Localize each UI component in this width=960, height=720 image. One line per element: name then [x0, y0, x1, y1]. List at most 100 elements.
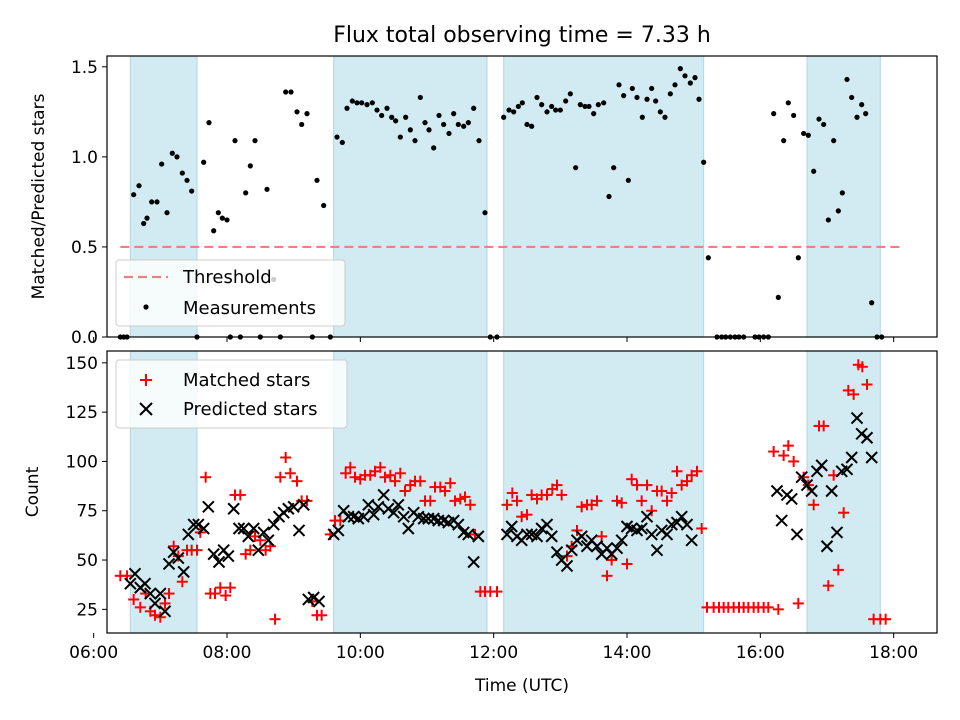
matched-star-point	[551, 479, 563, 491]
matched-star-point	[808, 499, 820, 511]
predicted-star-point	[128, 567, 142, 581]
measurement-point	[154, 199, 160, 205]
matched-star-point	[818, 420, 830, 432]
measurement-point	[696, 96, 702, 102]
measurement-point	[534, 94, 540, 101]
predicted-star-point	[845, 451, 858, 464]
y-tick-label: 25	[76, 600, 98, 620]
predicted-star-point	[237, 522, 250, 535]
predicted-star-point	[197, 522, 210, 535]
y-tick-label: 1.5	[71, 58, 98, 78]
legend-x-marker	[139, 402, 153, 416]
matched-star-point	[234, 489, 246, 501]
measurement-point	[524, 121, 530, 128]
matched-star-point	[696, 522, 708, 534]
axes-frame	[106, 55, 938, 338]
predicted-star-point	[162, 557, 176, 571]
legend-measurements-label: Measurements	[183, 298, 316, 319]
x-tick-label: 12:00	[469, 643, 518, 663]
matched-star-point	[516, 511, 528, 523]
x-axis-label: Time (UTC)	[474, 676, 569, 696]
matched-star-point	[506, 487, 518, 499]
predicted-star-point	[154, 587, 167, 600]
matched-star-point	[880, 613, 892, 625]
matched-star-point	[576, 501, 588, 513]
matched-star-point	[379, 471, 391, 483]
predicted-star-point	[540, 518, 554, 531]
measurement-point	[657, 109, 663, 115]
predicted-star-point	[397, 510, 410, 523]
measurement-point	[821, 121, 827, 128]
measurement-point	[446, 130, 452, 137]
measurement-point	[515, 103, 521, 110]
measurement-point	[519, 100, 525, 106]
measurement-point	[662, 114, 668, 120]
measurement-point	[771, 111, 777, 117]
matched-star-point	[291, 475, 303, 487]
predicted-star-point	[685, 534, 698, 547]
measurement-point	[557, 107, 563, 113]
measurement-point	[141, 220, 147, 227]
predicted-star-point	[207, 547, 220, 561]
matched-star-point	[224, 582, 236, 594]
predicted-star-point	[222, 549, 235, 563]
measurement-point	[189, 188, 195, 194]
predicted-star-point	[615, 534, 628, 547]
matched-star-point	[661, 495, 673, 507]
axes-frame	[106, 350, 938, 634]
measurement-point	[611, 165, 617, 171]
predicted-star-point	[262, 534, 275, 547]
measurement-point	[422, 120, 428, 126]
predicted-star-point	[820, 540, 834, 553]
measurement-point	[211, 228, 217, 234]
measurement-point	[455, 121, 461, 128]
measurement-point	[321, 202, 327, 209]
measurement-point	[412, 138, 418, 144]
matched-star-point	[861, 379, 873, 391]
matched-star-point	[556, 489, 568, 501]
top-legend: Threshold Measurements	[115, 259, 346, 327]
measurement-point	[682, 73, 688, 79]
measurement-point	[672, 82, 678, 88]
matched-star-point	[641, 479, 653, 491]
matched-star-point	[656, 485, 668, 497]
measurement-point	[407, 127, 413, 133]
measurement-point	[863, 111, 869, 117]
predicted-star-point	[640, 510, 654, 523]
measurement-point	[644, 96, 650, 102]
predicted-star-point	[545, 530, 558, 543]
bottom-panel: 25 50 75 100 125 150 06:00 08:00 10:00 12:00 14:00…	[23, 350, 938, 663]
measurement-point	[339, 139, 345, 146]
matched-star-point	[394, 467, 406, 479]
measurement-point	[215, 210, 221, 216]
measurement-point	[629, 85, 635, 92]
measurement-point	[577, 102, 583, 108]
predicted-star-point	[172, 551, 185, 565]
measurement-point	[252, 138, 258, 144]
matched-star-point	[163, 588, 175, 600]
measurement-point	[616, 82, 622, 88]
measurement-point	[465, 120, 471, 126]
measurement-point	[549, 103, 555, 110]
measurement-point	[354, 100, 360, 106]
measurement-point	[179, 170, 185, 176]
predicted-star-point	[500, 528, 514, 541]
predicted-star-point	[675, 510, 688, 523]
measurement-point	[201, 159, 207, 165]
matched-star-point	[782, 440, 794, 452]
measurement-point	[595, 102, 601, 108]
predicted-star-point	[840, 463, 854, 476]
measurement-point	[625, 177, 631, 183]
predicted-star-point	[372, 500, 385, 513]
measurement-point	[159, 161, 165, 167]
measurement-point	[701, 159, 707, 165]
measurement-point	[149, 199, 155, 205]
y-tick-label: 0.0	[71, 328, 98, 348]
measurement-point	[364, 102, 370, 108]
measurement-point	[417, 94, 423, 101]
matched-star-point	[159, 597, 171, 609]
measurement-point	[805, 132, 811, 138]
predicted-star-point	[138, 577, 152, 590]
matched-star-point	[762, 601, 774, 613]
matched-star-point	[374, 461, 386, 473]
